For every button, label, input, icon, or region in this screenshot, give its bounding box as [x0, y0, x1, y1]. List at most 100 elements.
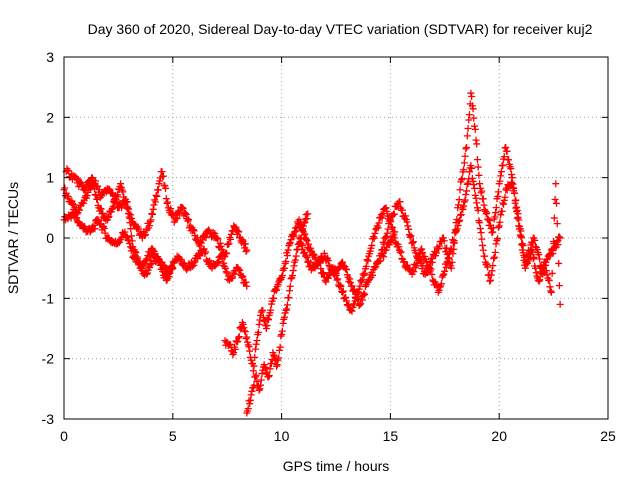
- data-point: [75, 206, 83, 214]
- data-point: [390, 210, 398, 218]
- data-point: [148, 210, 156, 218]
- data-point: [235, 333, 243, 341]
- data-point: [125, 213, 133, 221]
- data-point: [256, 316, 264, 324]
- data-point: [390, 230, 398, 238]
- data-point: [418, 249, 426, 257]
- data-point: [342, 293, 350, 301]
- data-point: [465, 116, 473, 124]
- data-point: [247, 356, 255, 364]
- data-point: [320, 270, 328, 278]
- data-point: [519, 249, 527, 257]
- data-point: [133, 253, 141, 261]
- data-point: [387, 237, 395, 245]
- data-point: [168, 265, 176, 273]
- data-point: [185, 216, 193, 224]
- data-point: [412, 249, 420, 257]
- data-point: [371, 229, 379, 237]
- data-point: [474, 206, 482, 214]
- data-point: [188, 262, 196, 270]
- data-point: [184, 217, 192, 225]
- data-point: [108, 205, 116, 213]
- data-point: [159, 267, 167, 275]
- data-point: [150, 201, 158, 209]
- data-point: [283, 252, 291, 260]
- data-point: [251, 345, 259, 353]
- data-point: [178, 204, 186, 212]
- data-point: [223, 269, 231, 277]
- y-tick-label: -2: [42, 351, 55, 367]
- data-point: [555, 282, 563, 290]
- data-point: [334, 275, 342, 283]
- data-point: [154, 186, 162, 194]
- data-point: [492, 240, 500, 248]
- data-point: [209, 228, 217, 236]
- data-point: [167, 205, 175, 213]
- data-point: [461, 152, 469, 160]
- data-point: [287, 236, 295, 244]
- data-point: [382, 232, 390, 240]
- data-point: [465, 111, 473, 119]
- data-point: [458, 175, 466, 183]
- data-point: [457, 176, 465, 184]
- data-point: [516, 231, 524, 239]
- data-point: [377, 211, 385, 219]
- data-point: [463, 187, 471, 195]
- data-point: [510, 189, 518, 197]
- x-axis-label: GPS time / hours: [283, 458, 390, 474]
- data-point: [483, 260, 491, 268]
- data-point: [358, 276, 366, 284]
- data-point: [443, 244, 451, 252]
- data-point: [299, 227, 307, 235]
- data-point: [555, 259, 563, 267]
- data-point: [235, 266, 243, 274]
- data-point: [435, 286, 443, 294]
- data-point: [352, 294, 360, 302]
- data-point: [553, 199, 561, 207]
- data-point: [166, 269, 174, 277]
- data-point: [555, 233, 563, 241]
- data-point: [349, 304, 357, 312]
- data-point: [301, 218, 309, 226]
- data-point: [251, 373, 259, 381]
- data-point: [273, 361, 281, 369]
- data-point: [155, 257, 163, 265]
- data-point: [275, 346, 283, 354]
- data-point: [79, 199, 87, 207]
- data-point: [546, 283, 554, 291]
- data-point: [500, 196, 508, 204]
- data-point: [95, 186, 103, 194]
- data-point: [407, 232, 415, 240]
- data-point: [257, 308, 265, 316]
- data-point: [545, 276, 553, 284]
- data-point: [462, 190, 470, 198]
- data-point: [292, 227, 300, 235]
- data-point: [149, 205, 157, 213]
- data-point: [500, 153, 508, 161]
- data-point: [482, 210, 490, 218]
- data-point: [391, 234, 399, 242]
- data-point: [91, 177, 99, 185]
- data-point: [137, 262, 145, 270]
- data-point: [463, 180, 471, 188]
- data-point: [476, 180, 484, 188]
- data-point: [472, 194, 480, 202]
- data-point: [409, 238, 417, 246]
- data-point: [378, 246, 386, 254]
- data-point: [117, 180, 125, 188]
- data-point: [227, 230, 235, 238]
- data-point: [406, 266, 414, 274]
- data-point: [497, 211, 505, 219]
- data-point: [378, 214, 386, 222]
- data-point: [129, 243, 137, 251]
- data-point: [503, 186, 511, 194]
- data-point: [473, 199, 481, 207]
- data-point: [478, 187, 486, 195]
- data-point: [461, 196, 469, 204]
- data-point: [463, 132, 471, 140]
- data-point: [173, 214, 181, 222]
- data-point: [289, 267, 297, 275]
- data-point: [265, 372, 273, 380]
- data-point: [99, 209, 107, 217]
- data-point: [554, 237, 562, 245]
